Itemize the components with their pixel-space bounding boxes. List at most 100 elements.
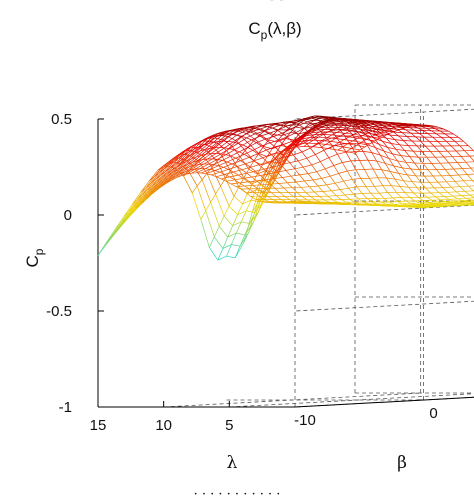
mesh-line <box>345 132 354 135</box>
mesh-line <box>342 203 348 205</box>
mesh-line <box>410 132 416 138</box>
mesh-line <box>271 141 278 149</box>
mesh-line <box>224 130 230 134</box>
mesh-line <box>360 178 366 187</box>
mesh-line <box>318 136 327 139</box>
mesh-line <box>421 151 427 158</box>
mesh-line <box>270 154 280 171</box>
mesh-line <box>453 200 459 203</box>
mesh-line <box>132 199 138 205</box>
mesh-line <box>458 174 468 176</box>
mesh-line <box>163 164 170 169</box>
mesh-line <box>172 169 179 173</box>
mesh-line <box>198 158 208 165</box>
mesh-line <box>398 173 404 181</box>
mesh-line <box>301 196 308 201</box>
mesh-line <box>465 197 472 201</box>
mesh-line <box>360 128 366 135</box>
mesh-line <box>446 180 456 183</box>
mesh-line <box>176 153 182 158</box>
mesh-line <box>205 147 215 155</box>
mesh-line <box>140 180 150 193</box>
mesh-line <box>319 129 325 133</box>
mesh-line <box>102 242 109 250</box>
mesh-line <box>145 183 151 189</box>
mesh-line <box>308 127 318 133</box>
mesh-line <box>383 150 393 155</box>
mesh-line <box>267 182 274 193</box>
mesh-line <box>157 165 164 171</box>
mesh-line <box>386 177 392 186</box>
mesh-line <box>205 135 212 139</box>
mesh-line <box>306 132 312 137</box>
mesh-line <box>223 163 233 168</box>
mesh-line <box>371 201 377 205</box>
mesh-line <box>375 147 381 156</box>
mesh-line <box>187 156 197 165</box>
mesh-line <box>151 181 158 187</box>
mesh-line <box>167 158 173 163</box>
mesh-line <box>168 161 175 166</box>
mesh-line <box>239 234 246 247</box>
mesh-line <box>216 155 223 162</box>
mesh-line <box>382 141 388 148</box>
mesh-line <box>342 146 352 149</box>
mesh-line <box>460 203 466 205</box>
mesh-line <box>186 146 192 151</box>
mesh-line <box>221 150 227 157</box>
mesh-line <box>250 167 256 172</box>
mesh-line <box>330 138 336 142</box>
mesh-line <box>338 173 344 182</box>
mesh-line <box>272 199 278 202</box>
mesh-line <box>366 144 372 153</box>
mesh-line <box>188 165 194 172</box>
mesh-line <box>106 236 112 243</box>
mesh-line <box>373 137 383 142</box>
mesh-line <box>361 137 371 141</box>
mesh-line <box>322 191 329 197</box>
mesh-line <box>355 169 362 179</box>
mesh-line <box>393 165 399 174</box>
mesh-line <box>454 180 464 182</box>
mesh-line <box>161 173 167 178</box>
mesh-line <box>450 174 459 176</box>
mesh-line <box>323 145 333 151</box>
mesh-line <box>180 171 186 174</box>
mesh-line <box>252 173 258 184</box>
mesh-line <box>404 150 410 157</box>
mesh-line <box>198 156 204 162</box>
mesh-line <box>261 142 271 147</box>
mesh-line <box>341 127 347 131</box>
mesh-line <box>313 117 319 121</box>
mesh-line <box>233 171 239 176</box>
mesh-line <box>307 173 314 181</box>
mesh-line <box>234 144 244 151</box>
mesh-line <box>214 135 220 139</box>
mesh-line <box>130 208 137 214</box>
mesh-line <box>316 117 326 120</box>
mesh-line <box>262 179 273 203</box>
mesh-line <box>441 137 447 142</box>
mesh-line <box>410 168 417 177</box>
mesh-line <box>157 173 167 184</box>
mesh-line <box>402 132 411 134</box>
mesh-line <box>406 200 412 204</box>
mesh-line <box>153 177 163 188</box>
mesh-line <box>228 196 235 207</box>
mesh-line <box>322 117 328 121</box>
mesh-line <box>353 133 363 136</box>
mesh-line <box>387 192 393 199</box>
mesh-line <box>402 167 408 176</box>
mesh-line <box>400 124 406 127</box>
mesh-line <box>427 169 434 177</box>
mesh-line <box>396 148 405 151</box>
mesh-line <box>454 141 460 147</box>
mesh-line <box>293 133 300 141</box>
mesh-line <box>149 176 155 181</box>
mesh-line <box>199 163 209 169</box>
mesh-line <box>246 172 252 178</box>
mesh-line <box>414 162 420 170</box>
mesh-line <box>393 131 399 137</box>
mesh-line <box>298 133 305 138</box>
mesh-line <box>425 205 431 207</box>
